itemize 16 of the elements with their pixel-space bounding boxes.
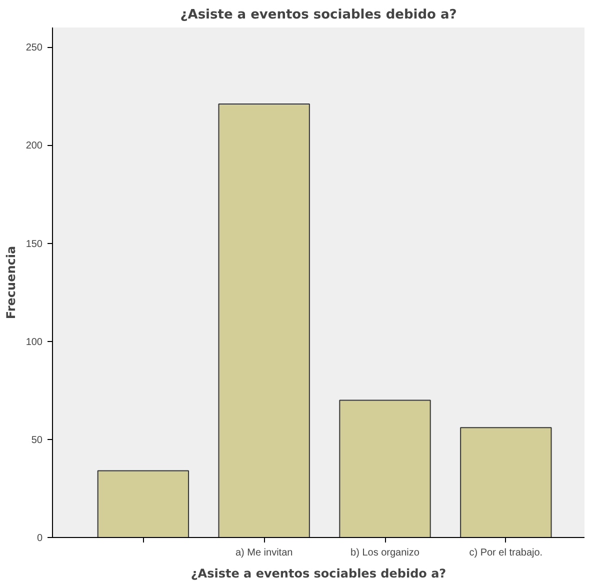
y-axis-title: Frecuencia: [4, 246, 18, 320]
bar: [339, 400, 431, 538]
chart-title: ¿Asiste a eventos sociables debido a?: [180, 8, 457, 22]
x-tick-label: c) Por el trabajo.: [469, 548, 543, 558]
bar: [218, 104, 310, 538]
y-tick-label: 250: [26, 42, 43, 54]
bar: [460, 427, 552, 538]
x-tick-label: a) Me invitan: [235, 548, 293, 558]
y-tick-label: 100: [26, 336, 43, 348]
y-tick-label: 50: [31, 434, 43, 446]
x-tick-label: b) Los organizo: [350, 548, 420, 558]
y-tick-label: 200: [26, 140, 43, 152]
y-tick-label: 150: [26, 238, 43, 250]
y-tick-label: 0: [36, 533, 43, 544]
x-axis-title: ¿Asiste a eventos sociables debido a?: [190, 566, 446, 580]
bar: [97, 470, 190, 538]
